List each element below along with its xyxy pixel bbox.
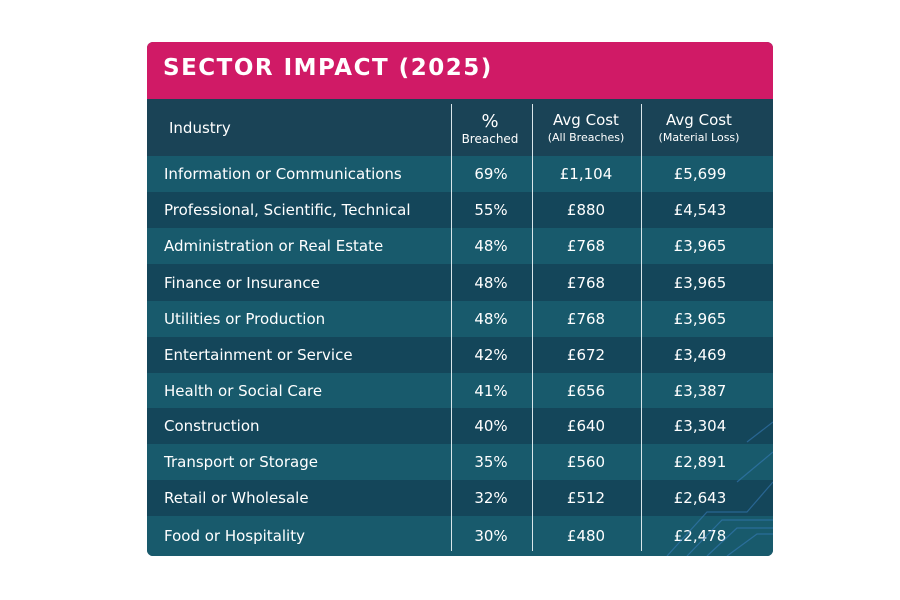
avg-all-cell: £768: [566, 237, 606, 255]
circuit-line: [686, 519, 773, 556]
table-row: Retail or Wholesale 32% £512 £2,643: [147, 480, 773, 516]
avg-all-cell: £672: [566, 346, 606, 364]
industry-cell: Finance or Insurance: [164, 274, 320, 292]
avg-all-cell: £1,104: [559, 165, 613, 183]
table-row: Construction 40% £640 £3,304: [147, 408, 773, 444]
column-divider: [532, 104, 533, 551]
avg-all-cell: £512: [566, 489, 606, 507]
breached-cell: 40%: [474, 417, 508, 435]
industry-cell: Utilities or Production: [164, 310, 326, 328]
avg-material-cell: £5,699: [673, 165, 727, 183]
avg-all-cell: £560: [566, 453, 606, 471]
header-avg-all-sub: (All Breaches): [547, 131, 625, 144]
avg-material-cell: £3,469: [673, 346, 727, 364]
industry-cell: Information or Communications: [164, 165, 402, 183]
breached-cell: 41%: [474, 382, 508, 400]
header-avg-material: Avg Cost (Material Loss): [644, 111, 754, 144]
circuit-decoration: [666, 421, 773, 556]
column-divider: [641, 104, 642, 551]
breached-cell: 48%: [474, 310, 508, 328]
circuit-line: [746, 421, 773, 443]
avg-material-cell: £3,387: [673, 382, 727, 400]
industry-cell: Health or Social Care: [164, 382, 323, 400]
table-row: Finance or Insurance 48% £768 £3,965: [147, 264, 773, 301]
breached-cell: 55%: [474, 201, 508, 219]
breached-cell: 35%: [474, 453, 508, 471]
header-avg-all: Avg Cost (All Breaches): [536, 111, 636, 144]
avg-all-cell: £768: [566, 274, 606, 292]
breached-cell: 32%: [474, 489, 508, 507]
avg-material-cell: £2,643: [673, 489, 727, 507]
avg-material-cell: £3,965: [673, 310, 727, 328]
table-row: Information or Communications 69% £1,104 £5…: [147, 156, 773, 192]
industry-cell: Entertainment or Service: [164, 346, 353, 364]
industry-cell: Administration or Real Estate: [164, 237, 384, 255]
avg-all-cell: £656: [566, 382, 606, 400]
table-row: Professional, Scientific, Technical 55% £8…: [147, 192, 773, 228]
table-row: Health or Social Care 41% £656 £3,387: [147, 373, 773, 408]
header-industry-label: Industry: [169, 119, 231, 137]
circuit-line: [706, 527, 773, 556]
industry-cell: Food or Hospitality: [164, 527, 305, 545]
avg-material-cell: £3,965: [673, 274, 727, 292]
title-bar: SECTOR IMPACT (2025): [147, 42, 773, 99]
avg-material-cell: £3,304: [673, 417, 727, 435]
avg-all-cell: £880: [566, 201, 606, 219]
header-avg-all-main: Avg Cost: [553, 111, 619, 129]
avg-material-cell: £4,543: [673, 201, 727, 219]
avg-all-cell: £768: [566, 310, 606, 328]
industry-cell: Retail or Wholesale: [164, 489, 309, 507]
breached-cell: 48%: [474, 237, 508, 255]
avg-all-cell: £480: [566, 527, 606, 545]
breached-cell: 69%: [474, 165, 508, 183]
avg-material-cell: £2,891: [673, 453, 727, 471]
breached-cell: 42%: [474, 346, 508, 364]
header-breached: % Breached: [450, 111, 530, 146]
avg-material-cell: £3,965: [673, 237, 727, 255]
avg-all-cell: £640: [566, 417, 606, 435]
industry-cell: Transport or Storage: [164, 453, 318, 471]
breached-cell: 30%: [474, 527, 508, 545]
header-avg-material-sub: (Material Loss): [658, 131, 740, 144]
table-title: SECTOR IMPACT (2025): [163, 55, 493, 81]
avg-material-cell: £2,478: [673, 527, 727, 545]
industry-cell: Construction: [164, 417, 260, 435]
table-row: Entertainment or Service 42% £672 £3,469: [147, 337, 773, 373]
breached-cell: 48%: [474, 274, 508, 292]
header-industry: Industry: [169, 119, 231, 137]
header-breached-main: %: [481, 111, 499, 132]
circuit-line: [666, 481, 773, 556]
table-row: Utilities or Production 48% £768 £3,965: [147, 301, 773, 337]
header-breached-sub: Breached: [461, 132, 519, 146]
industry-cell: Professional, Scientific, Technical: [164, 201, 411, 219]
circuit-line: [726, 533, 773, 556]
table-row: Transport or Storage 35% £560 £2,891: [147, 444, 773, 480]
circuit-line: [736, 451, 773, 483]
table-row: Administration or Real Estate 48% £768 £3,9…: [147, 228, 773, 264]
sector-impact-table: SECTOR IMPACT (2025) Industry % Breached…: [147, 42, 773, 556]
header-avg-material-main: Avg Cost: [666, 111, 732, 129]
table-row: Food or Hospitality 30% £480 £2,478: [147, 516, 773, 556]
column-divider: [451, 104, 452, 551]
